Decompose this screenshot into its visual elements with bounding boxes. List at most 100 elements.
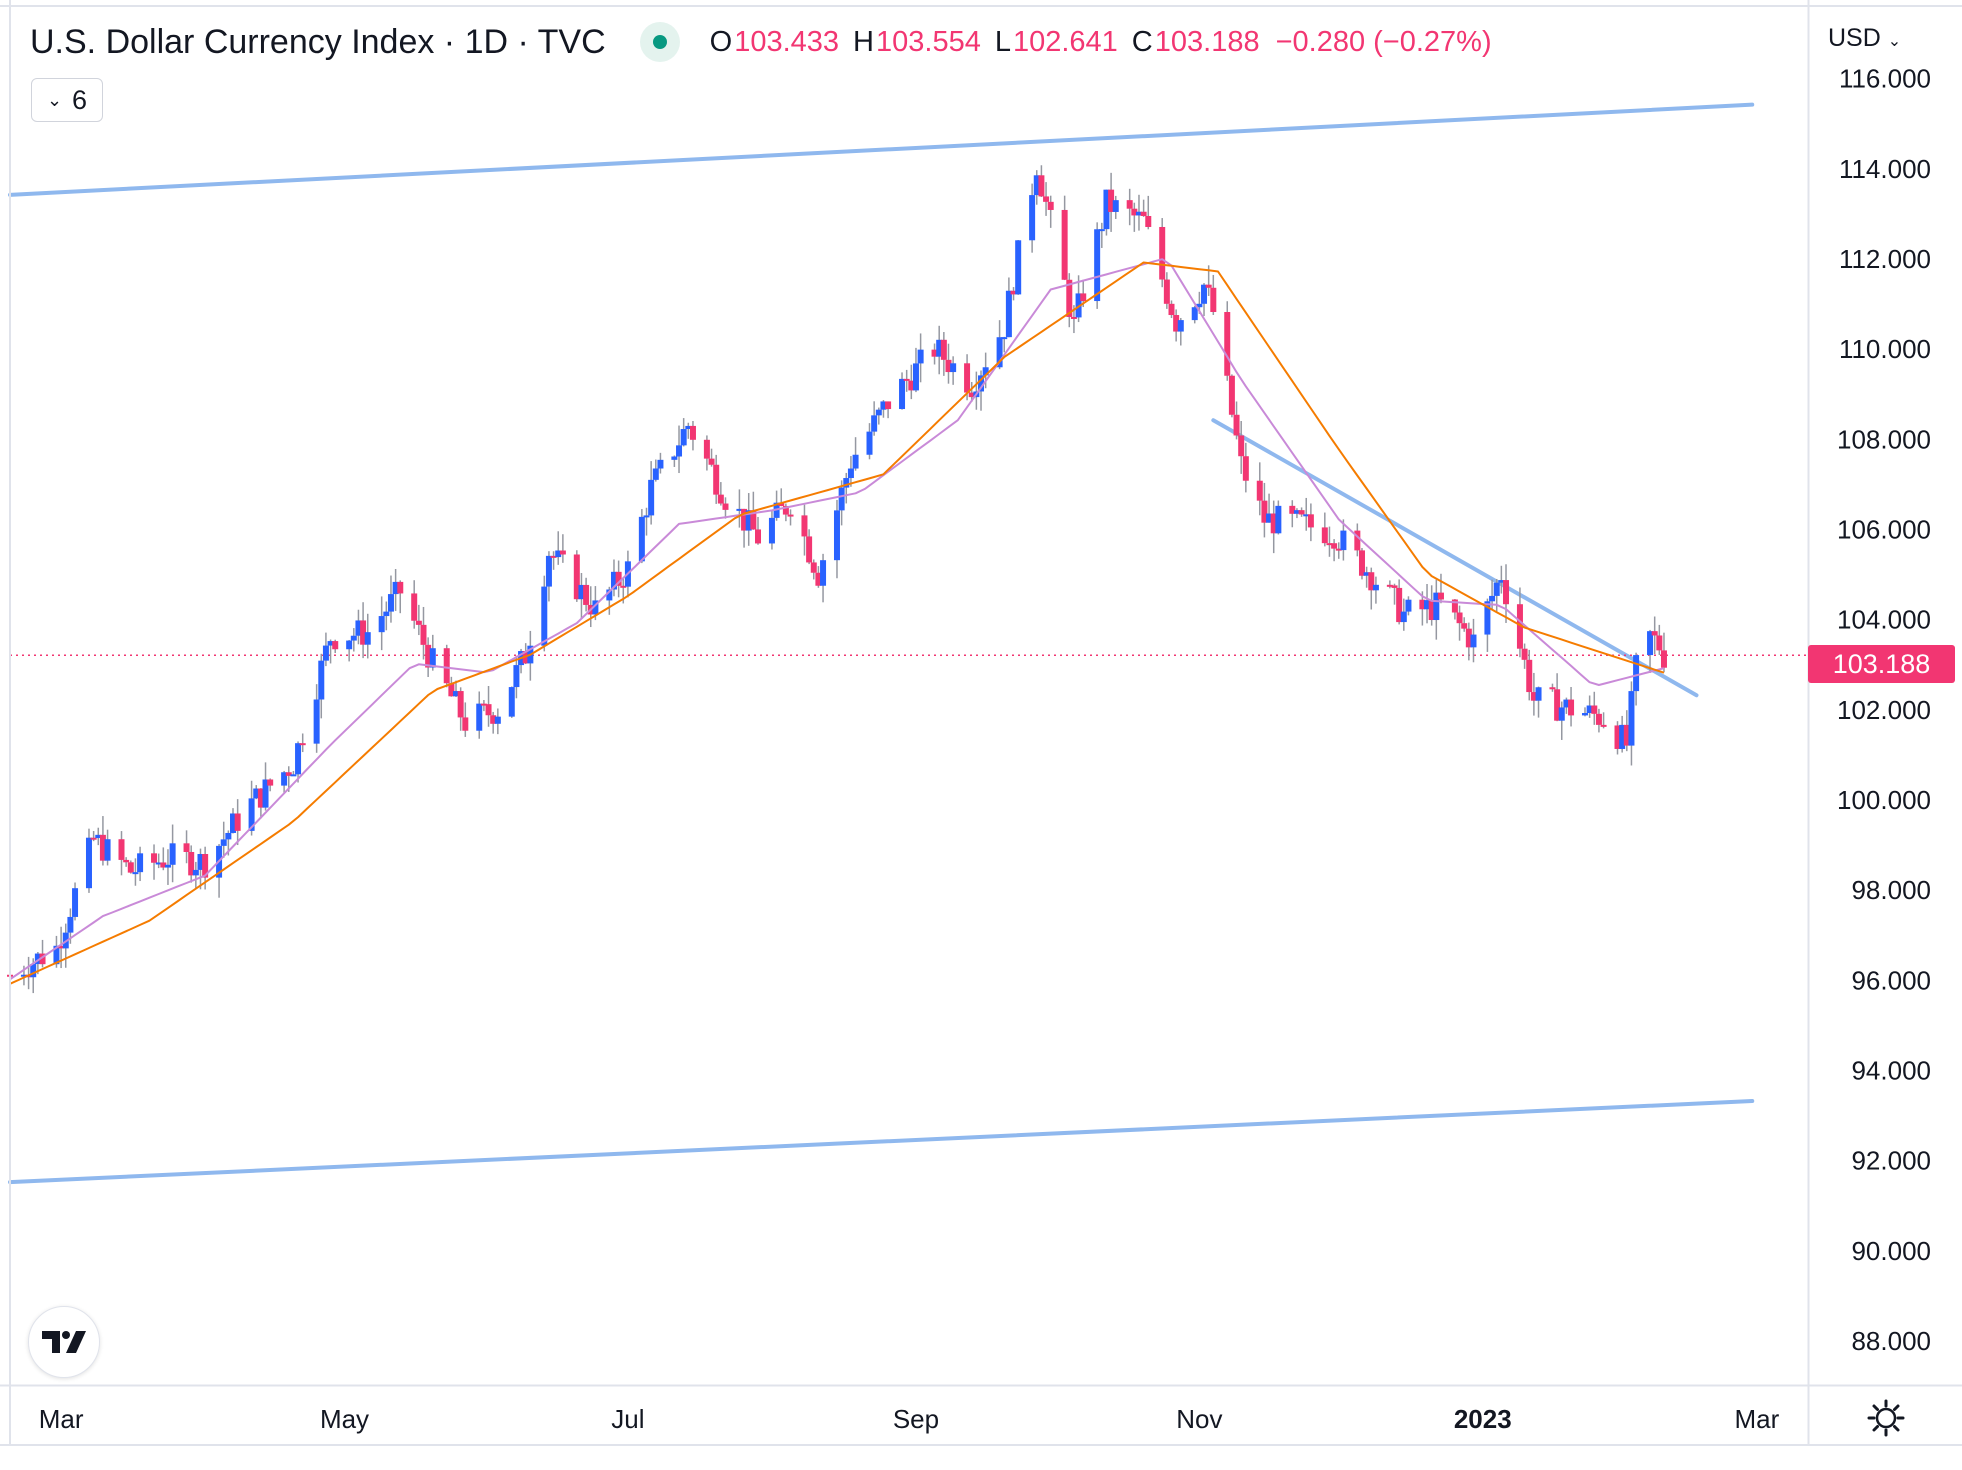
- candle: [1233, 401, 1240, 440]
- indicators-toggle-button[interactable]: ⌄ 6: [31, 78, 103, 122]
- candle-body: [801, 515, 808, 537]
- candle-body: [680, 429, 687, 446]
- moving-average-slow[interactable]: [9, 261, 1665, 985]
- close-value: 103.188: [1154, 25, 1260, 58]
- candle: [1424, 584, 1431, 624]
- candle: [160, 847, 167, 871]
- candle-body: [95, 834, 102, 839]
- candle-body: [1558, 707, 1565, 721]
- moving-average-fast[interactable]: [9, 258, 1665, 981]
- candle: [123, 857, 130, 867]
- candle-body: [1233, 414, 1240, 436]
- candle: [95, 827, 102, 846]
- candle: [657, 452, 664, 474]
- candle: [1549, 683, 1556, 692]
- candle-body: [378, 616, 385, 633]
- candle-body: [1563, 699, 1570, 708]
- candle: [299, 733, 306, 753]
- candle: [1623, 710, 1630, 752]
- candle-body: [1568, 699, 1575, 716]
- trend-line-descending-resistance[interactable]: [1211, 418, 1699, 698]
- candle: [137, 846, 144, 882]
- candle: [429, 634, 436, 671]
- candle-body: [508, 687, 515, 717]
- currency-selector[interactable]: USD ⌄: [1828, 24, 1901, 53]
- x-tick-label: Jul: [611, 1404, 644, 1434]
- open-value: 103.433: [734, 25, 840, 58]
- candle-body: [689, 425, 696, 440]
- candle-body: [34, 953, 41, 965]
- chevron-down-icon: ⌄: [1887, 33, 1902, 50]
- candle-body: [950, 363, 957, 373]
- candle: [917, 333, 924, 383]
- candle-body: [267, 779, 274, 786]
- candle: [978, 370, 985, 411]
- candle-body: [360, 620, 367, 645]
- candle: [1210, 274, 1217, 315]
- candle: [755, 516, 762, 545]
- candle-body: [1061, 209, 1068, 280]
- candle-body: [1201, 284, 1208, 304]
- candle-body: [20, 974, 27, 977]
- candle: [313, 684, 320, 753]
- candle-body: [875, 409, 882, 416]
- candle-body: [1010, 290, 1017, 295]
- candle-body: [253, 788, 260, 799]
- candle: [1168, 300, 1175, 319]
- candle-body: [104, 839, 111, 861]
- candle-body: [1228, 375, 1235, 415]
- candle-body: [137, 853, 144, 873]
- candle-body: [541, 586, 548, 646]
- candle-body: [545, 555, 552, 587]
- candle-body: [1168, 303, 1175, 316]
- candle: [99, 816, 106, 866]
- candle-body: [1224, 312, 1231, 376]
- candle-body: [364, 632, 371, 645]
- candle-body: [931, 349, 938, 357]
- candle-body: [127, 862, 134, 873]
- candle: [267, 778, 274, 792]
- candle: [1331, 539, 1338, 562]
- trend-line-upper-channel[interactable]: [8, 102, 1755, 197]
- candle: [1651, 616, 1658, 655]
- change-value: −0.280 (−0.27%): [1275, 25, 1492, 58]
- candle: [1358, 548, 1365, 580]
- candle-body: [1108, 189, 1115, 212]
- candle-body: [453, 691, 460, 697]
- candle: [1126, 188, 1133, 226]
- settings-gear-icon[interactable]: [1866, 1398, 1906, 1438]
- market-status-badge[interactable]: [639, 22, 680, 62]
- candle-body: [1270, 513, 1277, 534]
- trend-line-lower-channel[interactable]: [8, 1098, 1755, 1185]
- candle: [1530, 672, 1537, 716]
- candle: [332, 639, 339, 654]
- candle-body: [657, 459, 664, 469]
- candle-body: [513, 665, 520, 688]
- candle: [550, 551, 557, 570]
- candle-body: [1015, 240, 1022, 295]
- candle-body: [736, 508, 743, 511]
- candle-body: [852, 454, 859, 469]
- y-tick-label: 88.000: [1851, 1326, 1931, 1356]
- candle: [1400, 598, 1407, 631]
- candle-body: [1391, 585, 1398, 588]
- candle-body: [1530, 692, 1537, 701]
- tradingview-logo-icon[interactable]: [28, 1306, 100, 1378]
- candle: [736, 489, 743, 528]
- candle: [494, 708, 501, 735]
- candle: [262, 762, 269, 811]
- candle-body: [1033, 175, 1040, 196]
- candle-body: [318, 660, 325, 700]
- candle: [183, 830, 190, 864]
- candle: [1461, 617, 1468, 632]
- candle-body: [1614, 725, 1621, 749]
- candle: [360, 602, 367, 659]
- candle-body: [1358, 550, 1365, 576]
- symbol-title[interactable]: U.S. Dollar Currency Index · 1D · TVC: [30, 22, 606, 61]
- candle-body: [1554, 689, 1561, 721]
- candle: [1001, 336, 1008, 353]
- candle-body: [968, 392, 975, 398]
- candle: [1015, 239, 1022, 295]
- candle-body: [815, 572, 822, 586]
